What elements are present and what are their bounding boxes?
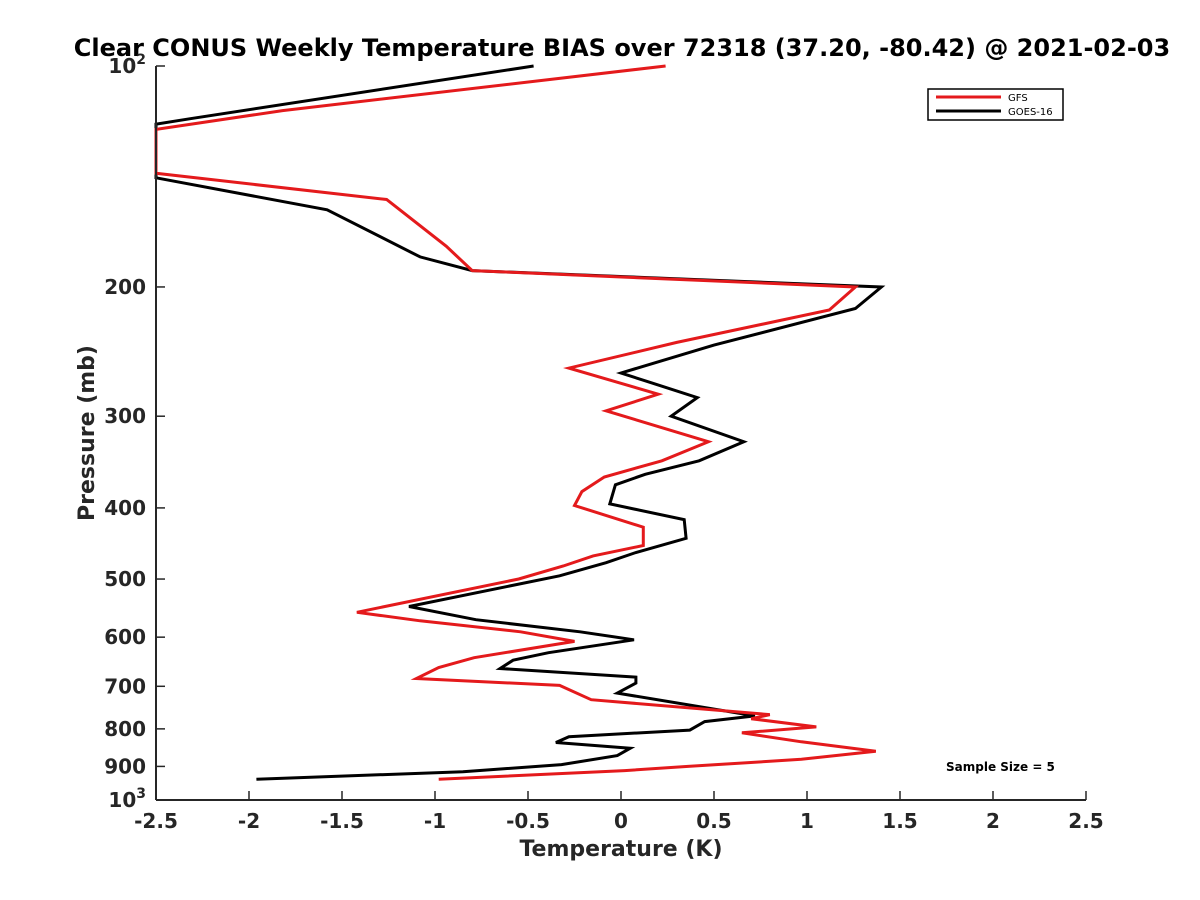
legend-box [927, 88, 1064, 121]
x-axis-label: Temperature (K) [519, 837, 722, 862]
y-tick-label: 102 [108, 52, 146, 78]
y-axis-label: Pressure (mb) [75, 345, 100, 521]
series-layer [154, 64, 886, 781]
x-tick-label: -1.5 [320, 809, 364, 833]
y-tick-label: 800 [104, 717, 146, 741]
x-tick-label: -2.5 [134, 809, 178, 833]
legend-label-gfs: GFS [1008, 93, 1028, 104]
chart-title: Clear CONUS Weekly Temperature BIAS over… [74, 34, 1170, 62]
x-tick-label: 1.5 [882, 809, 917, 833]
y-tick-label: 400 [104, 496, 146, 520]
series-line-gfs [154, 64, 876, 781]
y-tick-label: 700 [104, 674, 146, 698]
sample-size-annotation: Sample Size = 5 [946, 760, 1055, 774]
plot-area: -2.5 -2 -1.5 -1 -0.5 0 0.5 1 1.5 2 2.5 102 200 300 40… [104, 52, 1103, 833]
x-tick-label: 0 [614, 809, 628, 833]
y-tick-label: 300 [104, 404, 146, 428]
y-tick-label: 900 [104, 754, 146, 778]
x-tick-label: 0.5 [696, 809, 731, 833]
x-axis-ticks: -2.5 -2 -1.5 -1 -0.5 0 0.5 1 1.5 2 2.5 [134, 791, 1104, 833]
series-line-goes-16 [154, 64, 886, 781]
x-tick-label: 2.5 [1068, 809, 1103, 833]
y-tick-label: 103 [108, 786, 146, 812]
x-tick-label: 2 [986, 809, 1000, 833]
y-tick-label: 500 [104, 567, 146, 591]
x-tick-label: -2 [238, 809, 260, 833]
x-tick-label: -0.5 [506, 809, 550, 833]
legend-label-goes-16: GOES-16 [1008, 107, 1053, 118]
legend: GFS GOES-16 [927, 88, 1064, 121]
x-tick-label: -1 [424, 809, 446, 833]
y-tick-label: 200 [104, 275, 146, 299]
y-tick-label: 600 [104, 625, 146, 649]
x-tick-label: 1 [800, 809, 814, 833]
y-axis-ticks: 102 200 300 400 500 600 700 800 900 103 [104, 52, 165, 812]
